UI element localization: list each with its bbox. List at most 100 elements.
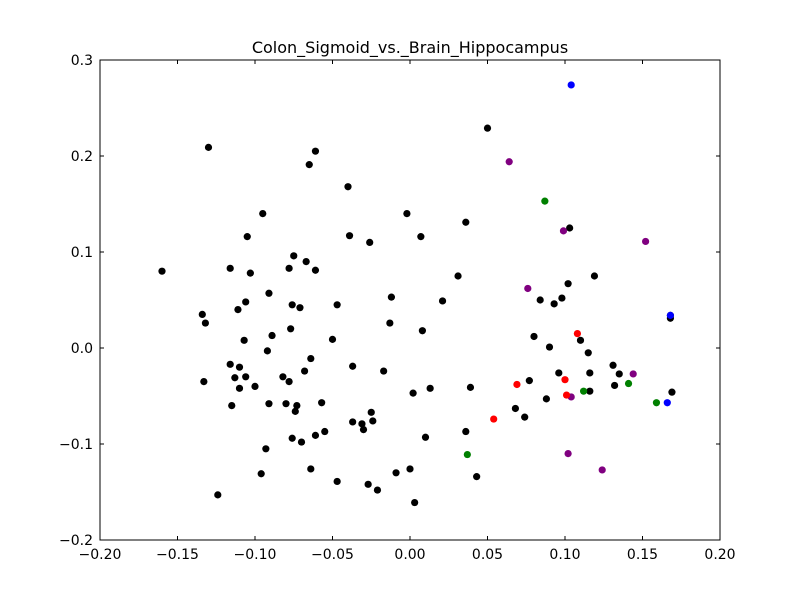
data-point-s3-0 (541, 197, 549, 205)
data-point-s0-58 (366, 238, 374, 246)
data-point-s0-3 (201, 319, 209, 327)
data-point-s0-78 (466, 383, 475, 391)
data-point-s0-25 (268, 331, 276, 340)
data-point-s0-39 (302, 258, 310, 266)
data-point-s2-0 (505, 158, 513, 166)
data-point-s0-84 (530, 332, 538, 341)
data-point-s0-99 (611, 381, 619, 390)
data-point-s0-35 (293, 402, 301, 410)
y-tick-label: 0.3 (71, 53, 93, 69)
data-point-s2-1 (524, 284, 532, 293)
data-point-s0-59 (367, 408, 375, 416)
data-point-s0-71 (418, 327, 426, 335)
data-point-s0-51 (344, 183, 352, 191)
data-point-s0-41 (307, 465, 315, 473)
data-point-s2-6 (564, 450, 572, 458)
data-point-s4-0 (573, 330, 582, 338)
data-point-s0-83 (525, 377, 533, 385)
data-point-s0-89 (555, 369, 563, 377)
x-tick-label: −0.15 (156, 547, 199, 563)
data-point-s0-20 (259, 210, 267, 218)
data-point-s0-75 (454, 272, 462, 280)
data-point-s4-3 (513, 380, 521, 389)
data-point-s0-40 (305, 161, 313, 169)
data-point-s0-62 (380, 367, 388, 375)
data-point-s0-61 (373, 486, 382, 494)
data-point-s0-2 (198, 310, 206, 318)
data-point-s0-5 (214, 491, 222, 499)
data-point-s3-2 (624, 379, 633, 388)
data-point-s0-17 (246, 269, 254, 277)
data-point-s0-11 (235, 363, 244, 371)
data-point-s0-69 (411, 498, 419, 507)
data-point-s2-2 (559, 227, 568, 235)
data-point-s0-54 (349, 418, 357, 426)
data-point-s0-38 (301, 367, 309, 375)
data-point-s0-77 (462, 427, 470, 436)
data-point-s4-2 (562, 391, 571, 399)
data-point-s0-31 (288, 301, 296, 309)
data-point-s0-91 (564, 280, 572, 288)
data-point-s0-10 (234, 306, 242, 314)
data-point-s0-87 (545, 343, 554, 351)
ticks-layer: −0.20 −0.15 −0.10 −0.05 0.00 0.05 0.10 0.15 0.20… (59, 53, 736, 563)
data-point-s0-95 (586, 369, 594, 377)
data-point-s0-43 (311, 147, 320, 155)
data-point-s0-0 (158, 267, 166, 275)
data-point-s0-56 (359, 426, 368, 434)
data-point-s0-26 (279, 373, 287, 381)
y-tick-label: −0.1 (59, 437, 93, 453)
data-point-s1-1 (666, 311, 675, 319)
data-point-s0-34 (291, 407, 299, 415)
points-layer (158, 81, 676, 507)
y-tick-label: 0.2 (71, 149, 93, 165)
y-tick-label: −0.2 (59, 533, 93, 549)
data-point-s4-4 (490, 415, 498, 423)
data-point-s0-7 (226, 360, 234, 368)
chart-title: Colon_Sigmoid_vs._Brain_Hippocampus (252, 38, 568, 58)
data-point-s0-66 (403, 210, 411, 218)
data-point-s0-53 (349, 362, 357, 370)
x-tick-label: 0.10 (549, 547, 580, 563)
data-point-s0-100 (615, 370, 623, 378)
data-point-s0-76 (462, 218, 470, 226)
data-point-s0-73 (426, 384, 434, 392)
data-point-s0-52 (345, 232, 354, 240)
data-point-s1-2 (663, 399, 671, 407)
data-point-s0-12 (235, 384, 244, 392)
data-point-s0-23 (265, 289, 273, 297)
data-point-s0-33 (290, 252, 298, 260)
data-point-s0-72 (421, 433, 430, 441)
data-point-s0-16 (243, 233, 251, 241)
data-point-s3-4 (463, 450, 471, 459)
data-point-s0-28 (285, 264, 293, 272)
data-point-s0-21 (262, 445, 270, 453)
data-point-s0-60 (369, 417, 377, 425)
x-tick-label: 0.15 (627, 547, 658, 563)
data-point-s0-44 (311, 266, 320, 274)
data-point-s2-3 (642, 237, 650, 246)
y-tick-label: 0.1 (71, 245, 93, 261)
data-point-s0-29 (285, 378, 293, 386)
data-point-s0-27 (282, 400, 290, 408)
data-point-s0-49 (333, 301, 341, 309)
data-point-s0-15 (242, 298, 250, 306)
data-point-s0-45 (311, 431, 320, 439)
data-point-s0-94 (584, 349, 592, 357)
data-point-s0-67 (406, 465, 414, 473)
data-point-s0-90 (558, 294, 566, 302)
data-point-s0-97 (590, 272, 599, 280)
data-point-s3-3 (652, 399, 661, 407)
data-point-s0-86 (542, 395, 551, 403)
data-point-s0-74 (438, 297, 447, 305)
data-point-s0-48 (328, 335, 337, 343)
data-point-s0-50 (333, 477, 341, 486)
data-point-s0-4 (200, 378, 208, 386)
data-point-s0-93 (576, 336, 585, 344)
data-point-s0-65 (392, 469, 400, 477)
data-point-s0-96 (586, 387, 594, 395)
x-tick-label: 0.00 (394, 547, 425, 563)
data-point-s0-24 (265, 400, 273, 408)
data-point-s0-55 (358, 420, 366, 428)
